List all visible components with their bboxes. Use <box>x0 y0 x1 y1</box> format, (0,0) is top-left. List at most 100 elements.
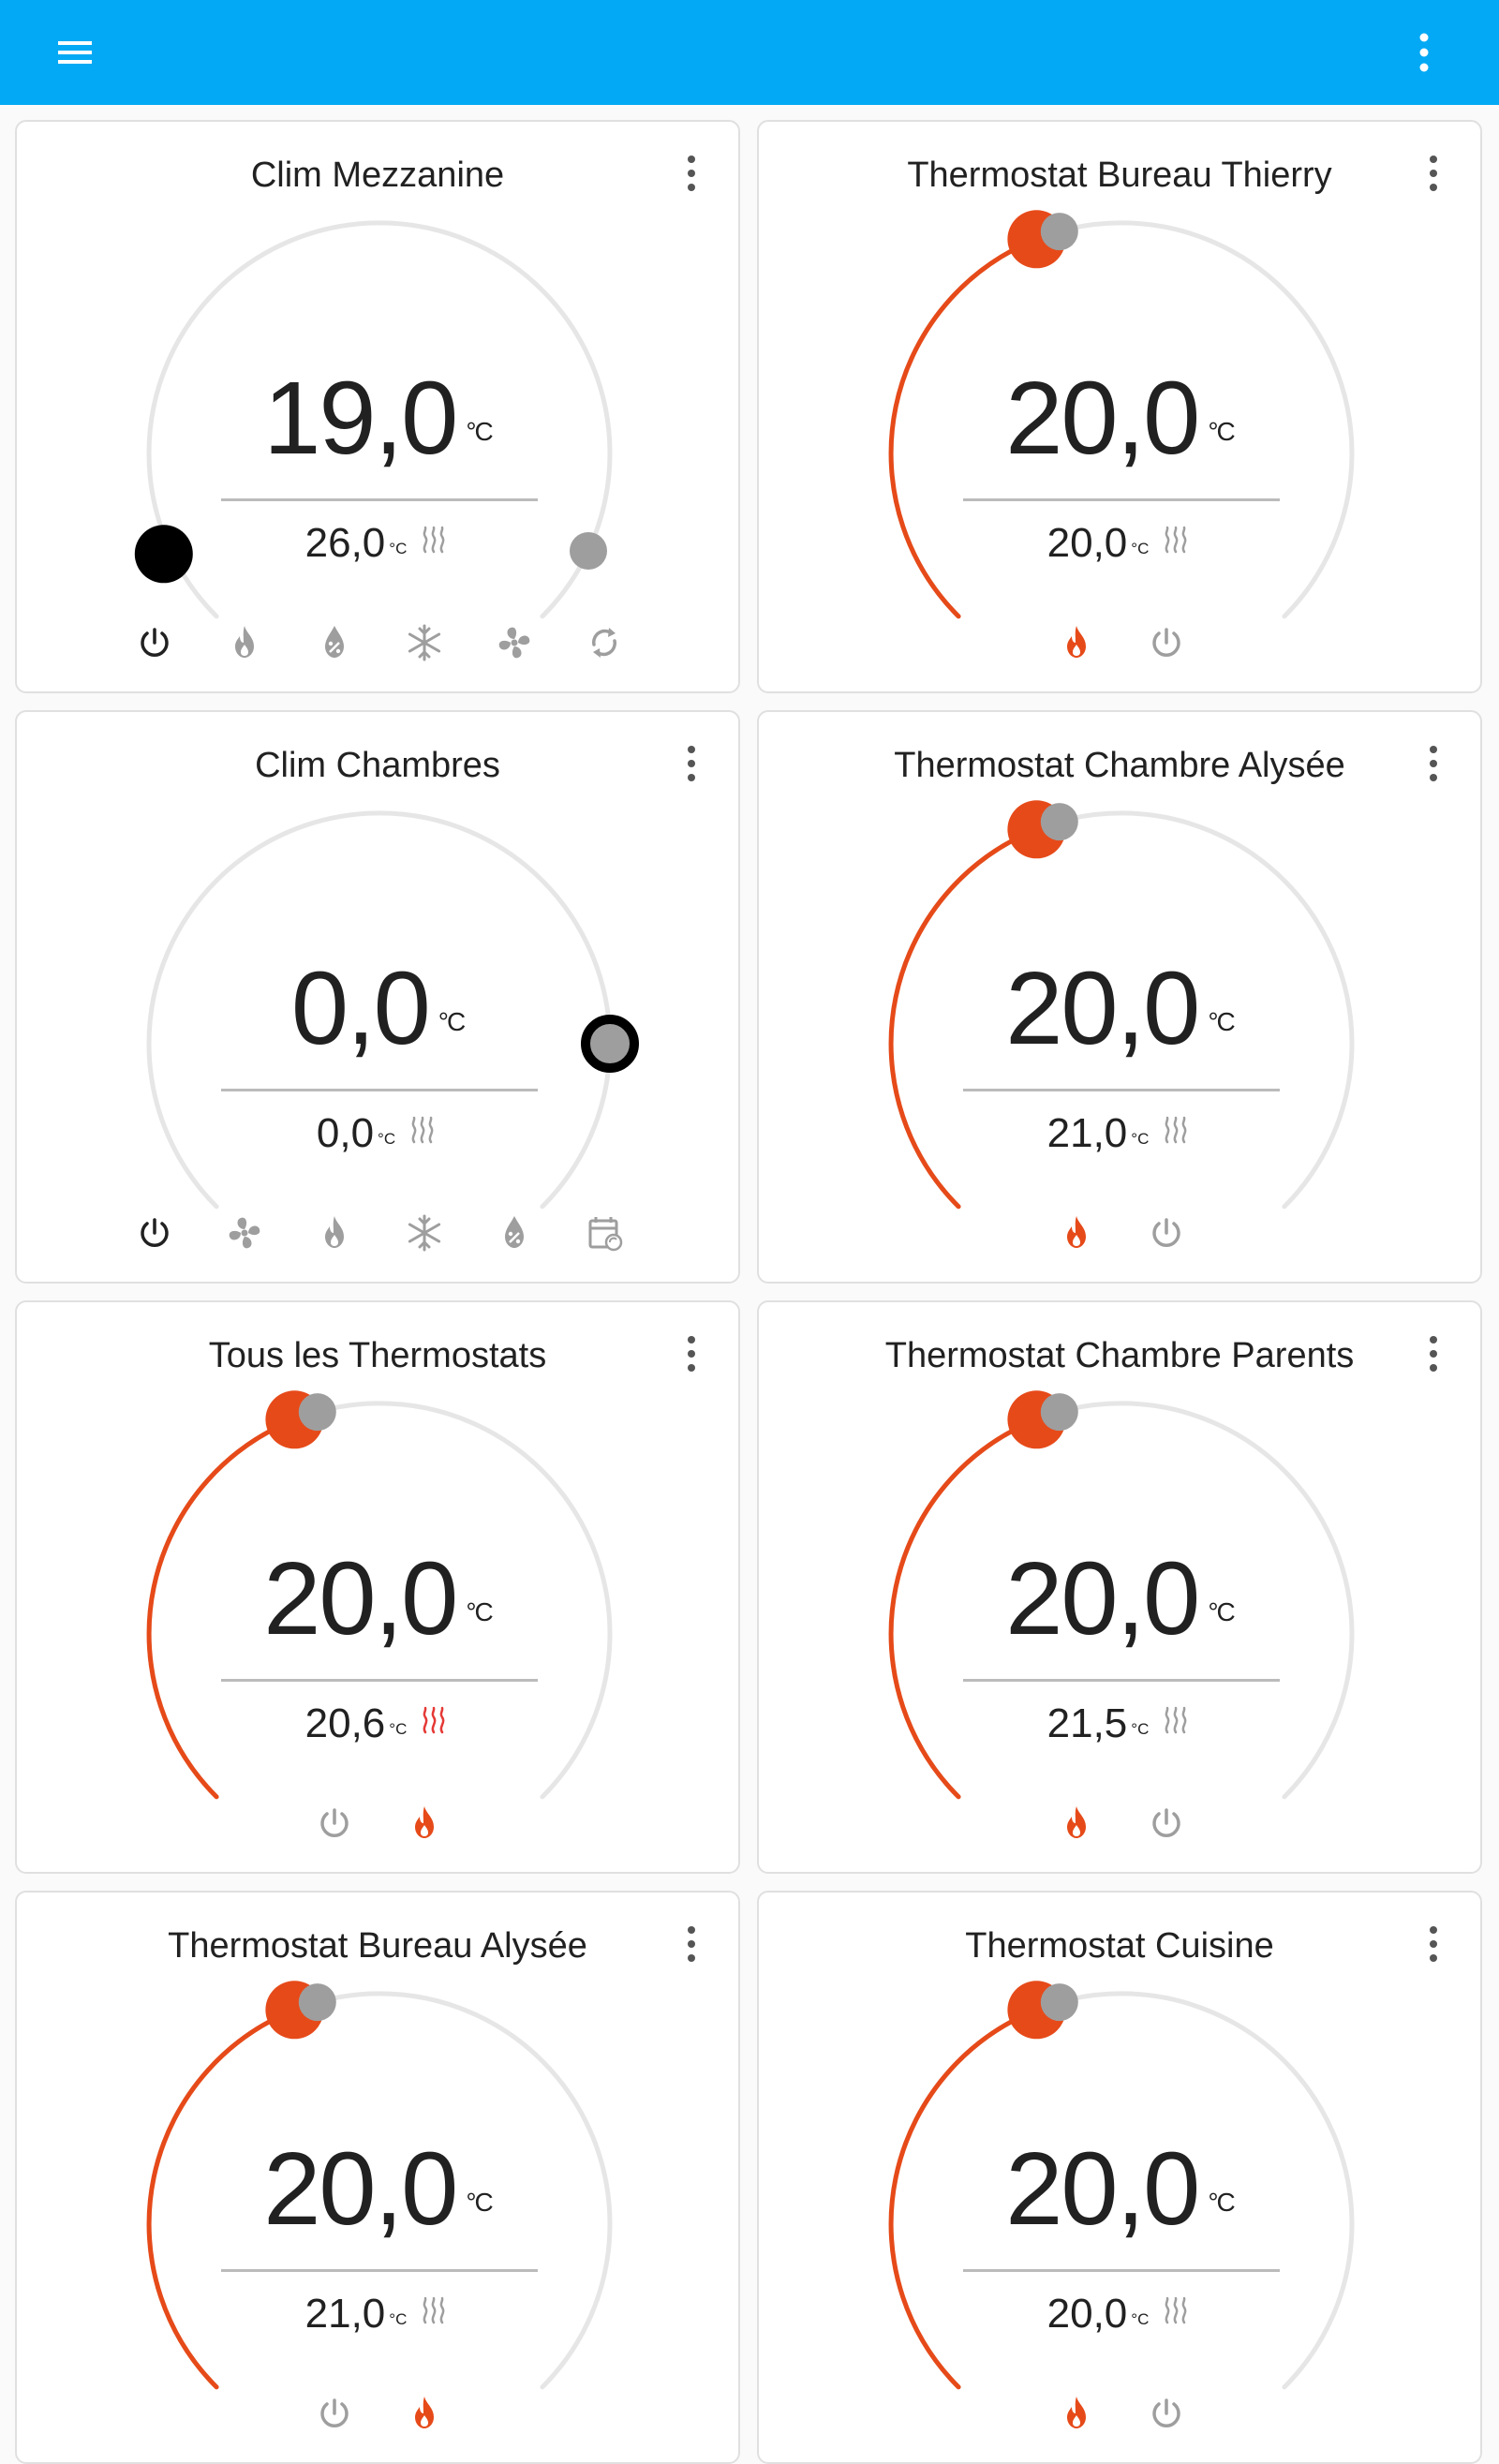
target-temperature: 19,0 °C <box>17 367 738 470</box>
card-more-icon[interactable] <box>1415 1921 1452 1967</box>
thermostat-dial[interactable] <box>17 712 740 1284</box>
snowflake-icon[interactable] <box>398 1207 451 1259</box>
divider <box>221 2269 538 2272</box>
thermostat-dial[interactable] <box>17 1893 740 2464</box>
target-value: 20,0 <box>1005 361 1200 476</box>
flame-icon[interactable] <box>1050 1207 1103 1259</box>
power-icon[interactable] <box>128 616 181 669</box>
flame-icon[interactable] <box>1050 1797 1103 1849</box>
power-icon[interactable] <box>1140 1797 1193 1849</box>
card-more-icon[interactable] <box>673 150 710 197</box>
card-more-icon[interactable] <box>1415 1330 1452 1377</box>
mode-bar <box>759 2387 1480 2440</box>
mode-bar <box>759 616 1480 669</box>
card-more-icon[interactable] <box>673 1330 710 1377</box>
flame-icon[interactable] <box>1050 616 1103 669</box>
thermostat-dial[interactable] <box>759 122 1482 693</box>
heat-waves-icon <box>423 2297 445 2324</box>
target-unit: °C <box>1208 2188 1235 2217</box>
thermostat-dial[interactable] <box>17 1302 740 1874</box>
current-unit: °C <box>389 540 408 557</box>
hamburger-menu-icon[interactable] <box>45 30 105 75</box>
target-value: 20,0 <box>1005 951 1200 1066</box>
card-title: Clim Mezzanine <box>250 156 505 195</box>
current-temperature: 21,0 °C <box>759 1106 1480 1162</box>
target-temperature: 0,0 °C <box>17 957 738 1061</box>
heat-arc <box>888 1417 1039 1800</box>
mode-bar <box>17 2387 738 2440</box>
card-more-icon[interactable] <box>1415 150 1452 197</box>
divider <box>963 498 1280 501</box>
heat-waves-icon <box>1165 527 1187 554</box>
target-value: 0,0 <box>290 951 431 1066</box>
calendar-sync-icon[interactable] <box>578 1207 631 1259</box>
power-icon[interactable] <box>308 2387 361 2440</box>
heat-waves-icon <box>423 1707 445 1734</box>
water-percent-icon[interactable] <box>308 616 361 669</box>
snowflake-icon[interactable] <box>398 616 451 669</box>
current-value: 20,0 <box>1046 2291 1128 2337</box>
current-indicator <box>298 1983 336 2022</box>
target-unit: °C <box>1208 1007 1235 1036</box>
thermostat-card: Thermostat Bureau Alysée 20,0 °C 21,0 °C <box>15 1891 740 2464</box>
card-title: Tous les Thermostats <box>208 1336 547 1375</box>
flame-icon[interactable] <box>218 616 271 669</box>
flame-icon[interactable] <box>398 2387 451 2440</box>
power-icon[interactable] <box>128 1207 181 1259</box>
power-icon[interactable] <box>1140 1207 1193 1259</box>
thermostat-dial[interactable] <box>759 1302 1482 1874</box>
current-indicator <box>1040 213 1078 251</box>
divider <box>221 498 538 501</box>
target-unit: °C <box>438 1007 466 1036</box>
thermostat-dial[interactable] <box>17 122 740 693</box>
heat-waves-icon <box>423 527 445 554</box>
thermostat-dial[interactable] <box>759 712 1482 1284</box>
current-temperature: 20,0 °C <box>759 515 1480 571</box>
thermostat-card: Tous les Thermostats 20,0 °C 20,6 °C <box>15 1300 740 1874</box>
target-temperature: 20,0 °C <box>759 2138 1480 2241</box>
target-temperature: 20,0 °C <box>759 957 1480 1061</box>
current-unit: °C <box>1131 540 1150 557</box>
mode-bar <box>759 1797 1480 1849</box>
card-title: Thermostat Bureau Alysée <box>168 1926 587 1966</box>
card-title: Clim Chambres <box>255 746 500 785</box>
current-temperature: 21,0 °C <box>17 2286 738 2342</box>
power-icon[interactable] <box>308 1797 361 1849</box>
power-icon[interactable] <box>1140 616 1193 669</box>
thermostat-card: Clim Mezzanine 19,0 °C 26,0 °C <box>15 120 740 693</box>
fan-icon[interactable] <box>488 616 541 669</box>
off-handle <box>581 1015 639 1073</box>
more-vertical-icon[interactable] <box>1394 26 1454 79</box>
card-title: Thermostat Chambre Alysée <box>894 746 1345 785</box>
card-more-icon[interactable] <box>673 740 710 787</box>
target-value: 20,0 <box>263 1541 458 1656</box>
heat-arc <box>146 1417 297 1800</box>
mode-bar <box>17 1207 738 1259</box>
flame-icon[interactable] <box>308 1207 361 1259</box>
fan-icon[interactable] <box>218 1207 271 1259</box>
target-unit: °C <box>466 1597 493 1626</box>
target-unit: °C <box>1208 417 1235 446</box>
target-value: 20,0 <box>263 2131 458 2247</box>
flame-icon[interactable] <box>398 1797 451 1849</box>
divider <box>221 1089 538 1091</box>
thermostat-card: Clim Chambres 0,0 °C 0,0 °C <box>15 710 740 1284</box>
heat-waves-icon <box>411 1117 434 1144</box>
current-unit: °C <box>1131 2310 1150 2328</box>
water-percent-icon[interactable] <box>488 1207 541 1259</box>
thermostat-card: Thermostat Cuisine 20,0 °C 20,0 °C <box>757 1891 1482 2464</box>
target-value: 20,0 <box>1005 1541 1200 1656</box>
current-indicator <box>1040 1393 1078 1432</box>
current-value: 26,0 <box>304 520 386 566</box>
current-value: 20,0 <box>1046 520 1128 566</box>
card-more-icon[interactable] <box>673 1921 710 1967</box>
current-temperature: 0,0 °C <box>17 1106 738 1162</box>
card-more-icon[interactable] <box>1415 740 1452 787</box>
card-title: Thermostat Cuisine <box>965 1926 1274 1966</box>
current-indicator <box>1040 803 1078 841</box>
current-indicator <box>298 1393 336 1432</box>
autorenew-icon[interactable] <box>578 616 631 669</box>
thermostat-dial[interactable] <box>759 1893 1482 2464</box>
flame-icon[interactable] <box>1050 2387 1103 2440</box>
power-icon[interactable] <box>1140 2387 1193 2440</box>
